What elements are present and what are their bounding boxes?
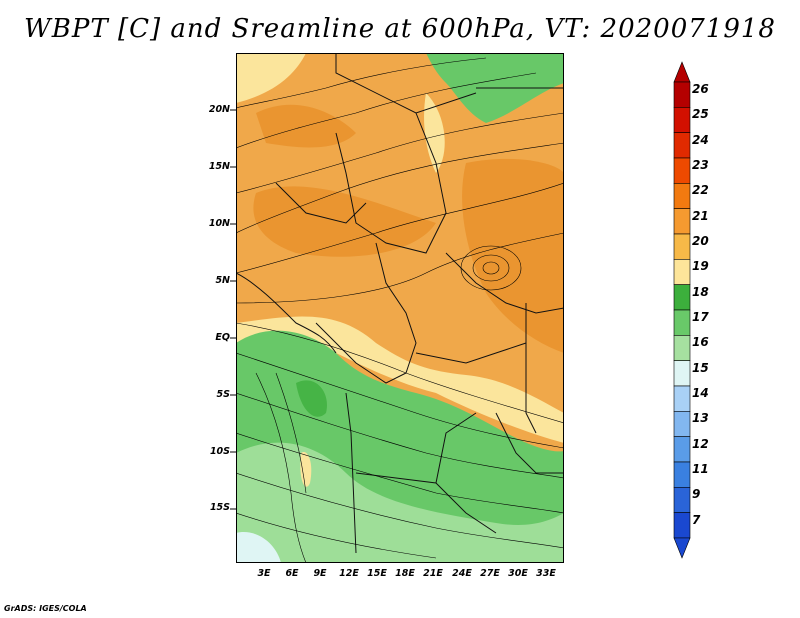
lon-label-3e: 3E xyxy=(257,568,271,579)
colorbar-cell xyxy=(673,208,691,235)
colorbar-cell xyxy=(673,436,691,463)
country-borders xyxy=(236,53,564,554)
colorbar-cell xyxy=(673,284,691,311)
colorbar-cell xyxy=(673,81,691,108)
lat-label-5s: 5S xyxy=(216,389,230,400)
colorbar-cell xyxy=(673,107,691,133)
colorbar-arrow-top xyxy=(673,61,691,83)
colorbar-cell xyxy=(673,259,691,285)
wbpt-18-patch xyxy=(296,380,327,417)
wbpt-19-band xyxy=(236,316,564,443)
colorbar-cell xyxy=(673,335,691,361)
colorbar-level-label: 21 xyxy=(692,208,709,223)
colorbar-level-label: 20 xyxy=(692,234,709,248)
colorbar-level-label: 12 xyxy=(692,436,709,451)
colorbar xyxy=(673,61,691,559)
lon-label-21e: 21E xyxy=(423,568,443,579)
lon-label-24e: 24E xyxy=(452,568,472,579)
streamlines xyxy=(236,57,564,563)
wbpt-19-patch-nw xyxy=(236,53,306,103)
lon-label-15e: 15E xyxy=(367,568,387,579)
lon-label-9e: 9E xyxy=(313,568,327,579)
lat-label-10n: 10N xyxy=(208,218,230,229)
lat-label-5n: 5N xyxy=(215,275,230,286)
lon-label-27e: 27E xyxy=(480,568,500,579)
colorbar-cell xyxy=(673,233,691,260)
colorbar-level-label: 19 xyxy=(692,259,709,274)
map-frame xyxy=(236,53,564,563)
wbpt-22-patch-east xyxy=(462,158,564,353)
wbpt-22-patch-west xyxy=(253,186,436,257)
colorbar-cell xyxy=(673,487,691,513)
colorbar-cell xyxy=(673,309,691,336)
wbpt-16-south xyxy=(236,442,564,563)
colorbar-level-label: 24 xyxy=(692,132,709,147)
colorbar-cell xyxy=(673,461,691,488)
lat-label-eq: EQ xyxy=(215,332,230,343)
colorbar-level-label: 9 xyxy=(692,487,701,502)
colorbar-level-label: 15 xyxy=(692,360,709,375)
colorbar-level-label: 13 xyxy=(692,411,709,426)
lon-label-12e: 12E xyxy=(339,568,359,579)
lat-label-15n: 15N xyxy=(208,161,230,172)
lat-label-15s: 15S xyxy=(209,502,230,513)
colorbar-level-label: 16 xyxy=(692,335,709,350)
colorbar-level-label: 25 xyxy=(692,107,709,122)
grads-credit: GrADS: IGES/COLA xyxy=(4,604,87,613)
colorbar-level-label: 7 xyxy=(692,512,701,527)
lon-label-30e: 30E xyxy=(508,568,528,579)
chart-title: WBPT [C] and Sreamline at 600hPa, VT: 20… xyxy=(24,14,776,44)
lon-label-33e: 33E xyxy=(536,568,556,579)
lat-ticks xyxy=(230,109,236,510)
colorbar-arrow-bottom xyxy=(673,537,691,559)
colorbar-cell xyxy=(673,183,691,209)
lat-label-20n: 20N xyxy=(208,104,230,115)
wbpt-19-patch-s xyxy=(300,452,312,487)
wbpt-15-patch xyxy=(236,532,281,563)
wbpt-19-patch-n xyxy=(424,93,445,173)
colorbar-level-label: 14 xyxy=(692,386,709,400)
colorbar-cell xyxy=(673,157,691,184)
colorbar-cell xyxy=(673,411,691,437)
colorbar-cell xyxy=(673,132,691,159)
colorbar-level-label: 26 xyxy=(692,82,709,96)
colorbar-level-label: 17 xyxy=(692,310,709,324)
colorbar-level-label: 11 xyxy=(692,462,709,476)
lon-label-18e: 18E xyxy=(395,568,415,579)
wbpt-streamline-map xyxy=(236,53,564,563)
colorbar-cell xyxy=(673,512,691,539)
colorbar-cell xyxy=(673,360,691,387)
colorbar-level-label: 18 xyxy=(692,284,709,299)
lat-label-10s: 10S xyxy=(209,446,230,457)
colorbar-level-label: 23 xyxy=(692,158,709,172)
colorbar-cell xyxy=(673,385,691,412)
colorbar-level-label: 22 xyxy=(692,183,709,198)
lon-label-6e: 6E xyxy=(285,568,299,579)
